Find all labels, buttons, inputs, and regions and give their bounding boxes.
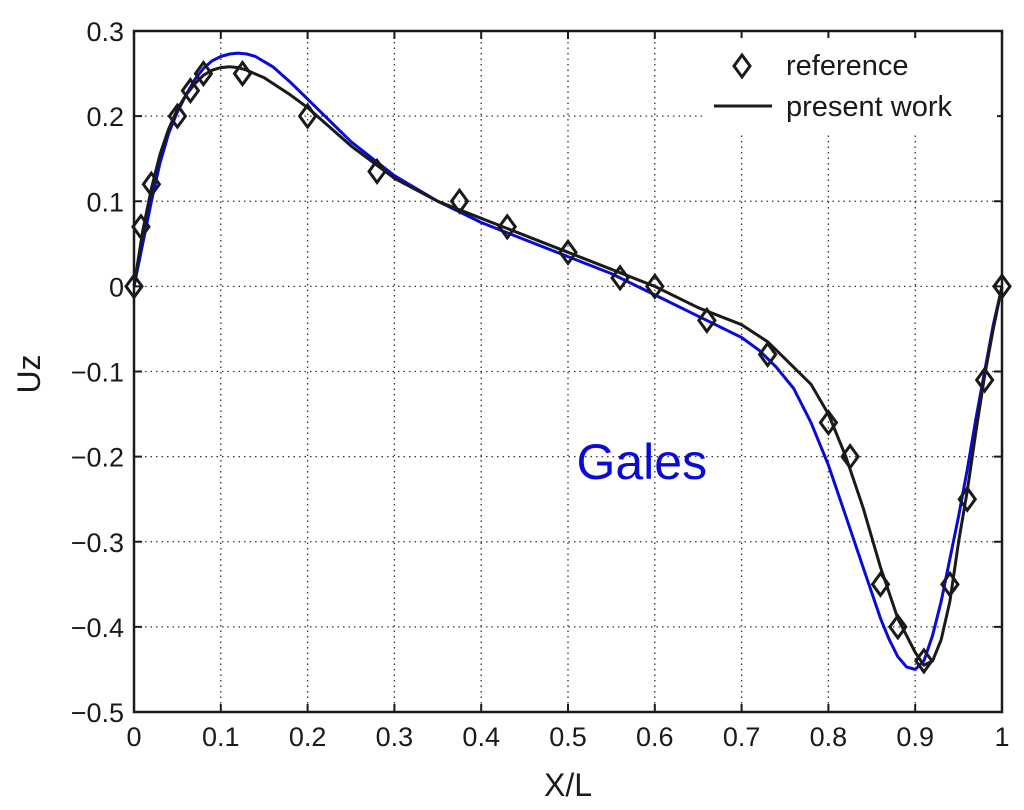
reference-point [232, 60, 253, 88]
y-tick-label: −0.2 [71, 443, 124, 473]
legend: reference present work [705, 38, 997, 134]
legend-label-present-work: present work [786, 91, 953, 123]
x-tick-label: 0.1 [202, 722, 240, 752]
reference-point [957, 485, 978, 513]
legend-background [705, 38, 997, 134]
y-tick-label: 0 [109, 272, 124, 302]
reference-point [840, 443, 860, 471]
legend-label-reference: reference [786, 50, 909, 82]
reference-point [558, 238, 578, 266]
reference-point [644, 272, 665, 300]
reference-point [610, 264, 630, 292]
reference-point [193, 60, 214, 88]
y-tick-label: 0.1 [86, 187, 124, 217]
reference-point [131, 213, 151, 241]
y-axis-label: Uz [11, 354, 47, 393]
y-tick-label: −0.4 [71, 613, 124, 643]
reference-point [887, 613, 908, 641]
y-tick-label: 0.2 [86, 102, 124, 132]
reference-point [367, 157, 387, 186]
reference-point [757, 340, 778, 369]
x-tick-label: 0.6 [636, 722, 674, 752]
annotation-gales: Gales [576, 434, 707, 490]
reference-point [870, 570, 891, 598]
x-tick-label: 0.7 [723, 722, 761, 752]
legend-marker-reference [732, 52, 752, 80]
y-tick-label: −0.5 [71, 698, 124, 728]
reference-point [449, 187, 470, 215]
series-layer [124, 51, 1012, 675]
y-tick-label: 0.3 [86, 17, 124, 47]
tick-marks [133, 30, 1003, 713]
reference-point [167, 102, 188, 130]
reference-point [180, 77, 201, 105]
x-tick-label: 0.3 [376, 722, 414, 752]
reference-point [141, 170, 162, 198]
y-tick-label: −0.3 [71, 528, 124, 558]
series-line-gales [132, 51, 1004, 671]
y-tick-label: −0.1 [71, 358, 124, 388]
x-tick-label: 0.5 [549, 722, 587, 752]
x-tick-label: 0.9 [896, 722, 934, 752]
x-tick-label: 0.4 [462, 722, 500, 752]
reference-point [697, 306, 717, 334]
x-axis-label: X/L [544, 767, 592, 803]
x-tick-label: 0.2 [289, 722, 327, 752]
x-tick-label: 1 [994, 722, 1009, 752]
reference-point [974, 366, 995, 394]
reference-point [914, 647, 934, 675]
reference-point [497, 213, 518, 241]
x-tick-label: 0.8 [810, 722, 848, 752]
reference-point [297, 102, 318, 130]
tick-labels: 0 0.1 0.2 0.3 0.4 0.5 0.6 0.7 0.8 0.9 1 −0.5 −0.4 −0.… [71, 17, 1010, 752]
reference-point [940, 570, 960, 598]
grid [134, 31, 1002, 712]
x-tick-label: 0 [126, 722, 141, 752]
reference-point [818, 409, 839, 437]
